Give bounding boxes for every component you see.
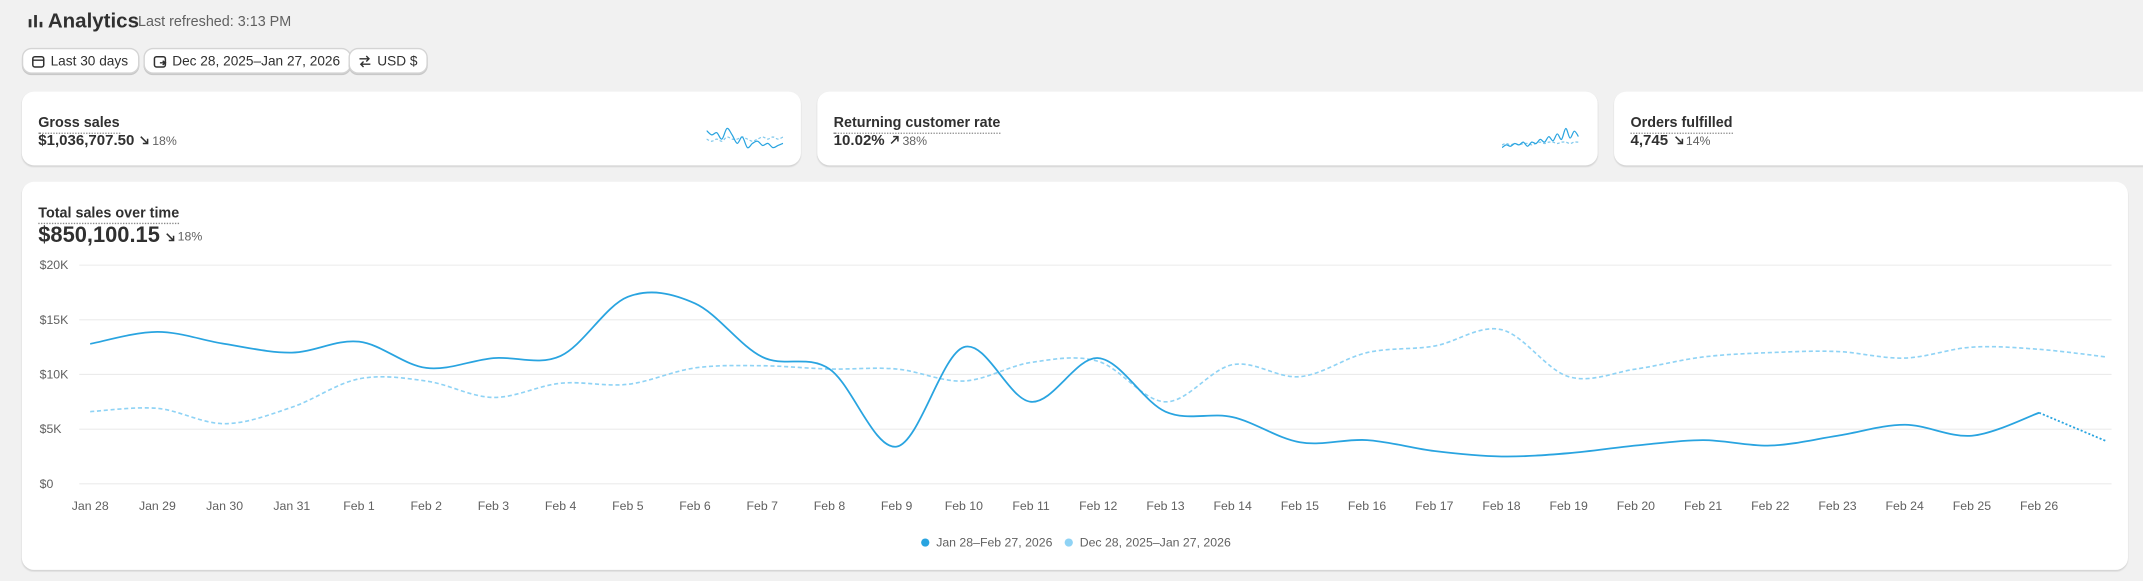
button-label: Dec 28, 2025–Jan 27, 2026 — [172, 54, 341, 70]
y-tick-label: $10K — [40, 368, 70, 382]
y-tick-label: $0 — [40, 477, 54, 491]
x-tick-label: Feb 26 — [2020, 499, 2058, 513]
comparison-button[interactable]: Dec 28, 2025–Jan 27, 2026 — [143, 47, 352, 74]
trend-arrow — [890, 135, 900, 145]
card-value: 4,745 — [1630, 132, 1669, 149]
trend-arrow — [166, 232, 175, 241]
sparkline-previous — [1502, 141, 1579, 146]
card-title: Gross sales — [38, 114, 120, 134]
metric-card[interactable]: Returning customer rate 10.02% 38% — [817, 91, 1598, 166]
x-tick-label: Feb 24 — [1886, 499, 1924, 513]
y-tick-label: $5K — [40, 422, 63, 436]
trend-arrow — [1674, 136, 1683, 145]
button-label: Last 30 days — [50, 54, 129, 70]
y-tick-label: $15K — [40, 313, 70, 327]
x-tick-label: Feb 12 — [1079, 499, 1117, 513]
chart-change: 18% — [177, 229, 203, 244]
date-range-button[interactable]: Last 30 days — [21, 47, 140, 74]
sparkline — [1502, 127, 1579, 149]
legend-label: Jan 28–Feb 27, 2026 — [936, 536, 1052, 550]
x-tick-label: Feb 18 — [1482, 499, 1520, 513]
x-tick-label: Feb 3 — [478, 499, 510, 513]
x-tick-label: Jan 29 — [139, 499, 176, 513]
y-tick-label: $20K — [40, 258, 70, 272]
x-tick-label: Feb 4 — [545, 499, 577, 513]
x-tick-label: Feb 7 — [747, 499, 779, 513]
legend-marker — [1064, 538, 1073, 547]
analytics-icon — [28, 15, 43, 28]
chart-title: Total sales over time — [38, 205, 180, 225]
x-tick-label: Feb 23 — [1818, 499, 1856, 513]
legend-label: Dec 28, 2025–Jan 27, 2026 — [1080, 536, 1231, 550]
page-title: Analytics — [47, 9, 139, 33]
x-tick-label: Feb 13 — [1146, 499, 1184, 513]
chart-total: $850,100.15 — [38, 224, 160, 248]
x-tick-label: Feb 15 — [1281, 499, 1319, 513]
x-tick-label: Feb 21 — [1684, 499, 1722, 513]
card-title: Orders fulfilled — [1630, 114, 1733, 134]
x-tick-label: Feb 19 — [1550, 499, 1588, 513]
x-tick-label: Feb 8 — [814, 499, 846, 513]
card-change: 18% — [152, 133, 177, 147]
x-tick-label: Feb 16 — [1348, 499, 1386, 513]
metric-card[interactable]: Orders fulfilled 4,745 14% — [1614, 91, 2143, 166]
metric-card[interactable]: Gross sales $1,036,707.50 18% — [21, 91, 801, 166]
chart-card: Total sales over time $850,100.15 18% — [21, 181, 2128, 570]
x-tick-label: Feb 6 — [679, 499, 711, 513]
x-tick-label: Jan 28 — [72, 499, 109, 513]
sparkline-current — [1502, 127, 1579, 149]
x-tick-label: Feb 10 — [945, 499, 983, 513]
x-tick-label: Feb 1 — [343, 499, 375, 513]
series-line — [90, 291, 2040, 458]
card-change: 14% — [1685, 133, 1711, 147]
x-tick-label: Feb 25 — [1953, 499, 1991, 513]
card-change: 38% — [902, 133, 928, 147]
sparkline-current — [706, 127, 784, 149]
legend-marker — [921, 538, 930, 547]
x-tick-label: Feb 20 — [1617, 499, 1655, 513]
card-value: $1,036,707.50 — [38, 132, 135, 149]
x-tick-label: Jan 31 — [273, 499, 310, 513]
trend-arrow — [140, 136, 149, 145]
x-tick-label: Feb 5 — [612, 499, 644, 513]
sparkline — [706, 127, 784, 149]
series-line — [90, 327, 2107, 425]
button-label: USD $ — [377, 54, 418, 70]
x-tick-label: Feb 2 — [410, 499, 442, 513]
x-tick-label: Feb 17 — [1415, 499, 1453, 513]
card-value: 10.02% — [833, 132, 885, 149]
x-tick-label: Feb 11 — [1012, 499, 1050, 513]
x-tick-label: Feb 14 — [1214, 499, 1252, 513]
card-title: Returning customer rate — [833, 114, 1001, 134]
last-refreshed: Last refreshed: 3:13 PM — [138, 13, 292, 31]
x-tick-label: Feb 22 — [1751, 499, 1789, 513]
series-line-partial — [2038, 411, 2107, 442]
x-tick-label: Jan 30 — [206, 499, 243, 513]
currency-button[interactable]: USD $ — [348, 47, 429, 74]
x-tick-label: Feb 9 — [881, 499, 913, 513]
